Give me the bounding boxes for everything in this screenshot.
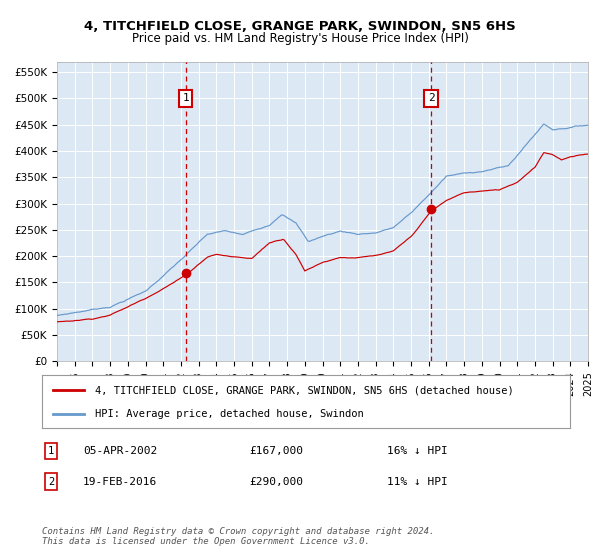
Text: 4, TITCHFIELD CLOSE, GRANGE PARK, SWINDON, SN5 6HS: 4, TITCHFIELD CLOSE, GRANGE PARK, SWINDO…	[84, 20, 516, 32]
Text: HPI: Average price, detached house, Swindon: HPI: Average price, detached house, Swin…	[95, 408, 364, 418]
Text: £167,000: £167,000	[249, 446, 303, 456]
Text: 1: 1	[48, 446, 54, 456]
Text: £290,000: £290,000	[249, 477, 303, 487]
Text: 19-FEB-2016: 19-FEB-2016	[83, 477, 157, 487]
Text: 11% ↓ HPI: 11% ↓ HPI	[386, 477, 448, 487]
Text: Contains HM Land Registry data © Crown copyright and database right 2024.
This d: Contains HM Land Registry data © Crown c…	[42, 526, 434, 546]
Text: 2: 2	[48, 477, 54, 487]
Text: Price paid vs. HM Land Registry's House Price Index (HPI): Price paid vs. HM Land Registry's House …	[131, 32, 469, 45]
Text: 05-APR-2002: 05-APR-2002	[83, 446, 157, 456]
Text: 16% ↓ HPI: 16% ↓ HPI	[386, 446, 448, 456]
Text: 2: 2	[428, 94, 434, 104]
Text: 4, TITCHFIELD CLOSE, GRANGE PARK, SWINDON, SN5 6HS (detached house): 4, TITCHFIELD CLOSE, GRANGE PARK, SWINDO…	[95, 385, 514, 395]
Text: 1: 1	[182, 94, 189, 104]
